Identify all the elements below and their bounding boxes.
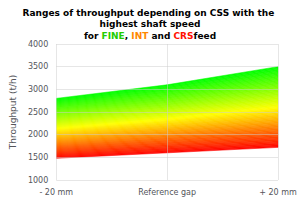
svg-text:+ 20 mm: + 20 mm bbox=[259, 188, 297, 197]
svg-text:1500: 1500 bbox=[28, 153, 48, 162]
svg-text:Reference gap: Reference gap bbox=[138, 188, 196, 197]
svg-text:CRS: CRS bbox=[174, 31, 194, 41]
svg-text:Throughput (t/h): Throughput (t/h) bbox=[8, 75, 18, 150]
svg-text:Ranges of throughput depending: Ranges of throughput depending on CSS wi… bbox=[23, 8, 278, 18]
svg-text:4000: 4000 bbox=[28, 40, 48, 49]
svg-text:feed: feed bbox=[194, 31, 217, 41]
svg-text:2000: 2000 bbox=[28, 130, 48, 139]
svg-text:2500: 2500 bbox=[28, 108, 48, 117]
svg-text:FINE: FINE bbox=[102, 31, 125, 41]
svg-text:and: and bbox=[148, 31, 173, 41]
svg-text:1000: 1000 bbox=[28, 176, 48, 185]
svg-text:- 20 mm: - 20 mm bbox=[39, 188, 73, 197]
svg-text:for: for bbox=[84, 31, 102, 41]
svg-text:INT: INT bbox=[131, 31, 149, 41]
svg-text:highest shaft speed: highest shaft speed bbox=[100, 19, 201, 29]
svg-text:3000: 3000 bbox=[28, 85, 48, 94]
svg-text:3500: 3500 bbox=[28, 62, 48, 71]
